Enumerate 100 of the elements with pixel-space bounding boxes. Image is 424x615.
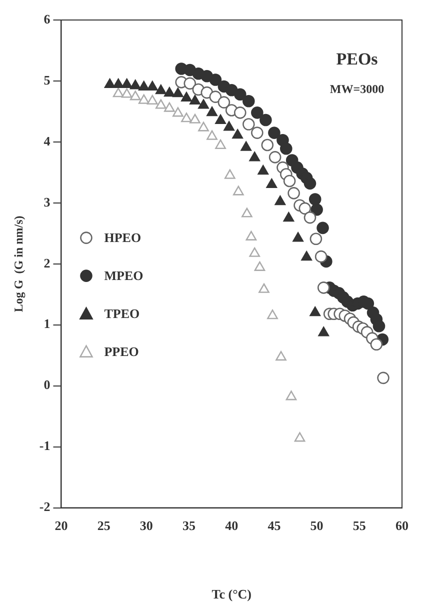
point — [215, 139, 226, 150]
annotation: MW=3000 — [330, 82, 384, 96]
point — [283, 212, 294, 222]
point — [283, 174, 296, 188]
point — [138, 94, 150, 104]
point — [251, 106, 264, 119]
point — [242, 208, 252, 218]
point — [184, 77, 196, 90]
point — [242, 118, 255, 130]
y-tick-label: 0 — [44, 377, 50, 392]
y-tick-label: -1 — [39, 438, 50, 454]
y-tick-label: -2 — [39, 499, 50, 514]
point — [112, 78, 124, 88]
point — [112, 88, 124, 98]
point — [130, 90, 141, 100]
point — [310, 203, 323, 216]
point — [181, 112, 192, 122]
point — [206, 130, 218, 140]
point — [121, 78, 132, 88]
point — [121, 88, 132, 98]
x-tick-label: 25 — [97, 518, 111, 533]
point — [286, 390, 297, 400]
point — [155, 99, 166, 109]
point — [310, 232, 322, 246]
x-tick-label: 55 — [352, 518, 366, 533]
point — [280, 142, 292, 155]
point — [249, 247, 260, 257]
point — [377, 372, 390, 384]
point — [209, 74, 222, 86]
x-tick-label: 30 — [140, 518, 153, 533]
point — [304, 177, 316, 190]
point — [198, 99, 209, 109]
point — [316, 222, 329, 234]
x-tick-label: 35 — [182, 518, 196, 533]
point — [224, 121, 234, 131]
point — [310, 306, 321, 316]
point — [317, 282, 330, 294]
point — [276, 351, 286, 361]
point — [268, 151, 282, 164]
x-tick-label: 60 — [396, 518, 408, 533]
legend-label: MPEO — [104, 268, 144, 284]
point — [172, 88, 184, 98]
point — [232, 129, 243, 139]
point — [190, 94, 200, 104]
y-tick-label: 4 — [44, 133, 51, 148]
point — [240, 141, 252, 151]
point — [370, 338, 383, 351]
point — [304, 211, 316, 224]
point — [215, 114, 226, 124]
point — [268, 126, 280, 139]
point — [258, 165, 269, 175]
x-axis-title: Tc (°C) — [212, 586, 252, 602]
point — [234, 88, 246, 101]
legend-label: PPEO — [104, 344, 139, 360]
point — [234, 106, 246, 119]
point — [138, 80, 150, 90]
point — [209, 90, 222, 103]
point — [274, 196, 286, 206]
y-tick-label: 2 — [44, 255, 50, 270]
point — [267, 310, 278, 320]
point — [164, 87, 175, 97]
point — [172, 107, 184, 117]
point — [301, 251, 312, 261]
point — [314, 250, 328, 263]
point — [318, 326, 330, 336]
point — [164, 102, 175, 112]
x-tick-label: 50 — [310, 518, 324, 533]
x-tick-label: 45 — [268, 518, 282, 533]
point — [155, 84, 166, 94]
point — [308, 193, 322, 206]
point — [224, 169, 236, 179]
y-tick-label: 3 — [44, 194, 51, 210]
point — [242, 94, 255, 108]
point — [261, 138, 274, 152]
point — [190, 114, 200, 124]
annotation: PEOs — [336, 49, 378, 68]
point — [258, 283, 270, 293]
point — [372, 320, 386, 332]
x-tick-label: 40 — [225, 518, 238, 533]
point — [246, 230, 257, 240]
point — [298, 202, 312, 215]
x-tick-label: 20 — [54, 518, 68, 533]
point — [104, 78, 116, 88]
y-tick-label: 6 — [44, 11, 51, 26]
point — [254, 261, 266, 271]
y-tick-label: 5 — [44, 72, 51, 88]
point — [362, 297, 374, 310]
point — [181, 92, 192, 102]
point — [260, 114, 272, 126]
point — [146, 80, 158, 90]
y-tick-label: 1 — [44, 316, 50, 332]
point — [292, 232, 304, 242]
point — [249, 152, 260, 162]
legend-label: TPEO — [104, 306, 140, 322]
point — [251, 126, 264, 139]
point — [233, 186, 244, 196]
y-axis-title: Log G (G in nm/s) — [11, 216, 26, 312]
point — [198, 122, 209, 132]
point — [294, 432, 306, 442]
point — [288, 187, 300, 200]
